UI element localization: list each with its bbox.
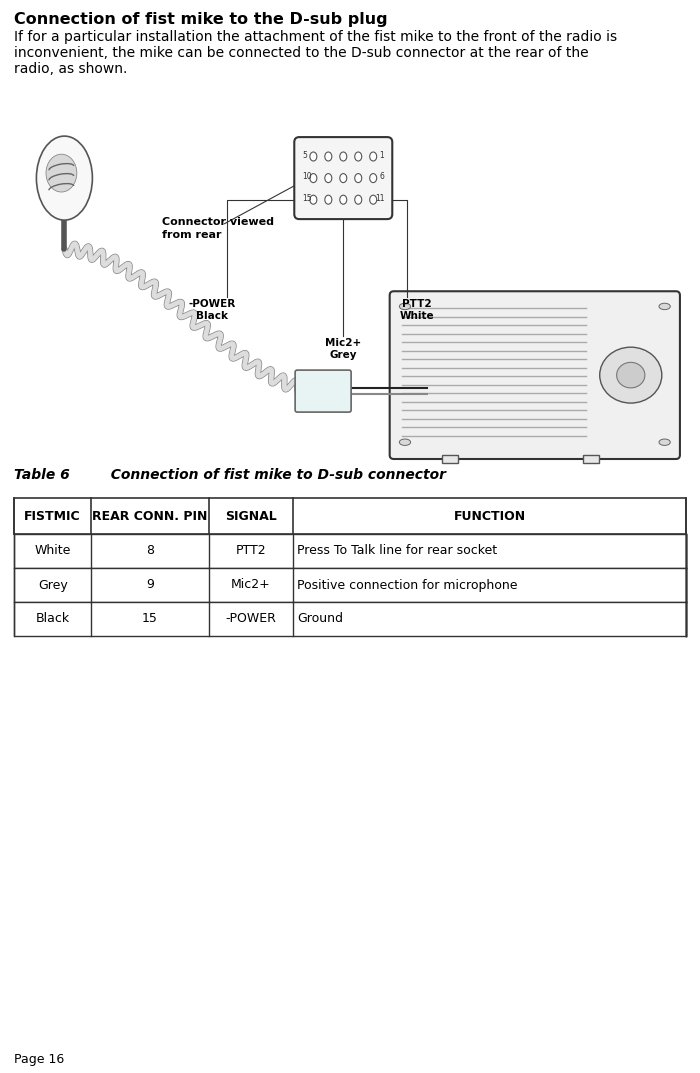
Text: 15: 15 (302, 194, 312, 203)
Text: 1: 1 (379, 150, 384, 160)
Text: -POWER
Black: -POWER Black (188, 298, 236, 321)
Text: SIGNAL: SIGNAL (225, 510, 276, 523)
Text: Grey: Grey (38, 578, 67, 591)
Text: FISTMIC: FISTMIC (25, 510, 81, 523)
Text: PTT2: PTT2 (236, 544, 266, 558)
Text: Positive connection for microphone: Positive connection for microphone (297, 578, 517, 591)
Text: -POWER: -POWER (225, 613, 276, 626)
Ellipse shape (355, 152, 362, 161)
Text: Connection of fist mike to the D-sub plug: Connection of fist mike to the D-sub plu… (14, 12, 388, 27)
Bar (14, 498, 686, 534)
FancyBboxPatch shape (294, 137, 392, 219)
Bar (14, 534, 686, 568)
Text: Ground: Ground (297, 613, 343, 626)
Ellipse shape (340, 152, 346, 161)
Text: 8: 8 (146, 544, 154, 558)
Bar (583, 455, 599, 464)
Text: Table 6: Table 6 (14, 468, 70, 482)
Text: 11: 11 (374, 194, 384, 203)
Text: Black: Black (36, 613, 70, 626)
Ellipse shape (46, 155, 77, 192)
Text: Mic2+: Mic2+ (231, 578, 271, 591)
Text: Connection of fist mike to D-sub connector: Connection of fist mike to D-sub connect… (62, 468, 446, 482)
Bar (442, 455, 458, 464)
Text: Mic2+
Grey: Mic2+ Grey (326, 338, 361, 361)
Text: Connector viewed
from rear: Connector viewed from rear (162, 217, 274, 240)
Ellipse shape (399, 304, 411, 310)
Text: PTT2
White: PTT2 White (400, 298, 435, 321)
Ellipse shape (617, 363, 645, 388)
Ellipse shape (659, 439, 671, 445)
Text: 5: 5 (302, 150, 307, 160)
Ellipse shape (659, 304, 671, 310)
Text: If for a particular installation the attachment of the fist mike to the front of: If for a particular installation the att… (14, 30, 617, 44)
Ellipse shape (355, 195, 362, 204)
Ellipse shape (340, 174, 346, 182)
Text: 10: 10 (302, 172, 312, 181)
Ellipse shape (310, 174, 317, 182)
Text: inconvenient, the mike can be connected to the D-sub connector at the rear of th: inconvenient, the mike can be connected … (14, 46, 589, 60)
FancyBboxPatch shape (390, 291, 680, 459)
Ellipse shape (310, 152, 317, 161)
Text: 15: 15 (142, 613, 158, 626)
Ellipse shape (370, 152, 377, 161)
Ellipse shape (310, 195, 317, 204)
FancyBboxPatch shape (295, 370, 351, 412)
Ellipse shape (325, 152, 332, 161)
Text: REAR CONN. PIN: REAR CONN. PIN (92, 510, 208, 523)
Text: White: White (34, 544, 71, 558)
Text: Press To Talk line for rear socket: Press To Talk line for rear socket (297, 544, 497, 558)
Ellipse shape (325, 195, 332, 204)
Ellipse shape (325, 174, 332, 182)
Bar (14, 568, 686, 602)
Ellipse shape (370, 174, 377, 182)
Ellipse shape (370, 195, 377, 204)
Text: Page 16: Page 16 (14, 1053, 64, 1065)
Text: FUNCTION: FUNCTION (454, 510, 526, 523)
Ellipse shape (36, 136, 92, 220)
Text: 9: 9 (146, 578, 154, 591)
Text: 6: 6 (379, 172, 384, 181)
Bar (14, 602, 686, 636)
Text: radio, as shown.: radio, as shown. (14, 62, 127, 76)
Ellipse shape (340, 195, 346, 204)
Ellipse shape (399, 439, 411, 445)
Ellipse shape (355, 174, 362, 182)
Ellipse shape (600, 348, 662, 403)
